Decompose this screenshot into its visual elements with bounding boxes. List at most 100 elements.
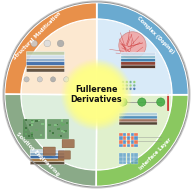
Bar (127, 153, 130, 157)
FancyBboxPatch shape (25, 127, 27, 129)
FancyBboxPatch shape (58, 151, 70, 159)
FancyBboxPatch shape (61, 119, 63, 121)
FancyBboxPatch shape (121, 65, 155, 68)
FancyBboxPatch shape (30, 149, 65, 153)
FancyBboxPatch shape (25, 133, 27, 135)
FancyBboxPatch shape (121, 55, 155, 59)
Text: Complex (Doping): Complex (Doping) (136, 16, 175, 55)
Bar (123, 140, 126, 144)
FancyBboxPatch shape (30, 156, 65, 159)
Circle shape (157, 98, 165, 106)
FancyBboxPatch shape (28, 135, 30, 137)
Circle shape (37, 77, 42, 82)
Bar (119, 161, 123, 164)
FancyBboxPatch shape (66, 122, 68, 124)
FancyBboxPatch shape (60, 135, 63, 137)
Circle shape (76, 74, 117, 115)
Bar (134, 136, 138, 140)
FancyBboxPatch shape (43, 147, 55, 155)
Bar (123, 153, 126, 157)
FancyBboxPatch shape (62, 123, 64, 125)
Circle shape (66, 64, 127, 125)
FancyBboxPatch shape (119, 119, 157, 122)
Wedge shape (21, 94, 96, 170)
Circle shape (50, 77, 56, 82)
FancyBboxPatch shape (25, 119, 27, 121)
Bar (130, 140, 134, 144)
Bar (130, 161, 134, 164)
Bar (119, 144, 123, 147)
FancyBboxPatch shape (52, 133, 54, 135)
Circle shape (57, 40, 64, 47)
Circle shape (133, 88, 136, 90)
FancyBboxPatch shape (119, 122, 157, 125)
Circle shape (122, 84, 124, 87)
Circle shape (129, 81, 132, 83)
Circle shape (119, 32, 146, 59)
Wedge shape (96, 3, 188, 94)
Circle shape (122, 88, 124, 90)
Bar (123, 133, 126, 136)
Bar (127, 136, 130, 140)
Bar (130, 133, 134, 136)
Text: Interface Layer: Interface Layer (139, 137, 173, 170)
Bar (134, 133, 138, 136)
Bar (119, 136, 123, 140)
FancyBboxPatch shape (23, 119, 44, 138)
FancyBboxPatch shape (47, 119, 68, 138)
FancyBboxPatch shape (40, 135, 42, 136)
FancyBboxPatch shape (31, 132, 34, 134)
Circle shape (72, 70, 121, 119)
Circle shape (62, 60, 131, 129)
FancyBboxPatch shape (31, 120, 33, 122)
Circle shape (125, 81, 128, 83)
Bar (119, 133, 123, 136)
FancyBboxPatch shape (41, 123, 44, 125)
Circle shape (68, 66, 125, 123)
FancyBboxPatch shape (30, 136, 33, 137)
FancyBboxPatch shape (61, 130, 63, 132)
Circle shape (122, 81, 124, 83)
FancyBboxPatch shape (63, 131, 65, 133)
FancyBboxPatch shape (48, 124, 51, 126)
Circle shape (69, 67, 124, 122)
FancyBboxPatch shape (31, 124, 33, 126)
FancyBboxPatch shape (52, 132, 54, 134)
Circle shape (75, 73, 118, 116)
FancyBboxPatch shape (31, 121, 34, 122)
FancyBboxPatch shape (62, 139, 74, 148)
Wedge shape (96, 94, 172, 170)
FancyBboxPatch shape (54, 124, 57, 126)
FancyBboxPatch shape (121, 59, 155, 62)
Bar (134, 161, 138, 164)
Bar (134, 153, 138, 157)
FancyBboxPatch shape (30, 159, 65, 162)
FancyBboxPatch shape (36, 120, 38, 122)
Circle shape (44, 40, 51, 47)
FancyBboxPatch shape (121, 62, 155, 65)
Circle shape (125, 84, 128, 87)
Text: Fullerene: Fullerene (75, 85, 118, 94)
Bar (123, 136, 126, 140)
FancyBboxPatch shape (30, 133, 33, 135)
FancyBboxPatch shape (31, 124, 33, 126)
Circle shape (133, 84, 136, 87)
Circle shape (129, 88, 132, 90)
Wedge shape (21, 19, 96, 95)
Bar (130, 144, 134, 147)
Bar (127, 161, 130, 164)
Circle shape (24, 77, 29, 82)
Circle shape (61, 59, 132, 130)
Bar (130, 157, 134, 161)
Circle shape (64, 77, 69, 82)
FancyBboxPatch shape (40, 134, 42, 136)
Text: Structural Modification: Structural Modification (12, 10, 62, 60)
Wedge shape (5, 3, 96, 94)
Wedge shape (96, 94, 188, 186)
FancyBboxPatch shape (26, 65, 65, 69)
Bar (130, 136, 134, 140)
Bar (134, 140, 138, 144)
Circle shape (65, 63, 128, 126)
FancyBboxPatch shape (26, 69, 65, 72)
Circle shape (31, 40, 37, 47)
